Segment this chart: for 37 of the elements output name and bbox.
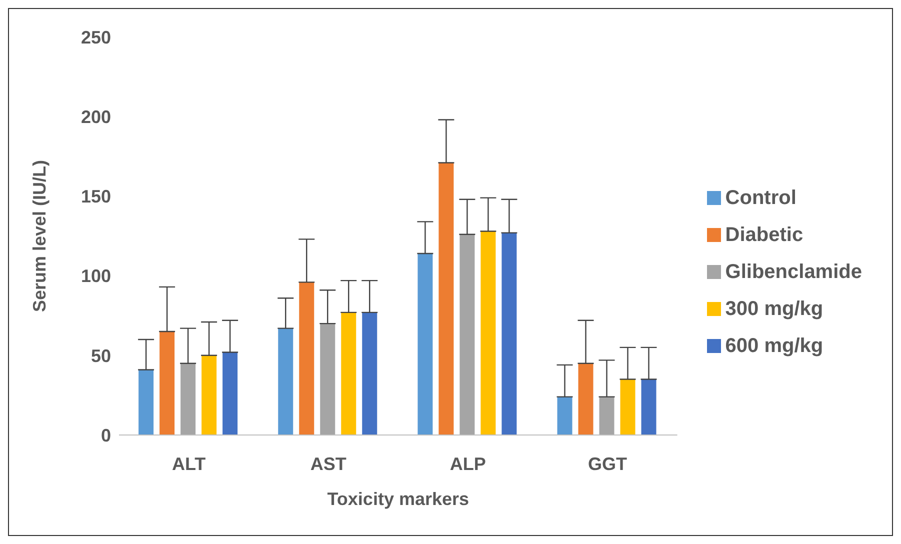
- y-tick-label: 50: [90, 346, 111, 366]
- legend-label: 600 mg/kg: [725, 334, 824, 356]
- bar: [180, 363, 196, 435]
- bar: [599, 396, 614, 435]
- bar: [362, 312, 378, 435]
- bar: [480, 231, 496, 435]
- bar: [341, 312, 356, 435]
- y-tick-label: 250: [80, 27, 111, 48]
- x-axis-title: Toxicity markers: [327, 489, 470, 509]
- bar: [502, 232, 517, 435]
- bar: [160, 332, 175, 435]
- y-tick-label: 100: [80, 266, 111, 286]
- x-tick-label: ALT: [172, 454, 206, 474]
- y-tick-label: 200: [80, 106, 111, 127]
- x-tick-label: AST: [310, 454, 346, 474]
- bar: [222, 352, 238, 435]
- bar: [620, 379, 636, 435]
- bar: [578, 363, 594, 435]
- y-tick-label: 150: [80, 186, 111, 207]
- x-tick-label: ALP: [450, 454, 486, 474]
- legend-label: Control: [725, 186, 796, 208]
- y-tick-label: 0: [100, 425, 111, 446]
- bar: [202, 355, 217, 435]
- y-axis-title: Serum level (IU/L): [29, 160, 50, 312]
- x-tick-label: GGT: [588, 454, 627, 474]
- bar: [299, 282, 314, 435]
- bar: [557, 396, 572, 435]
- bar: [418, 254, 433, 435]
- legend-label: 300 mg/kg: [725, 298, 824, 320]
- bar: [460, 234, 475, 435]
- legend-label: Glibenclamide: [725, 260, 862, 282]
- bar: [320, 324, 336, 435]
- bar: [138, 370, 154, 435]
- legend-label: Diabetic: [725, 224, 804, 246]
- bar: [641, 379, 656, 435]
- bar: [278, 328, 294, 435]
- bar: [438, 162, 454, 435]
